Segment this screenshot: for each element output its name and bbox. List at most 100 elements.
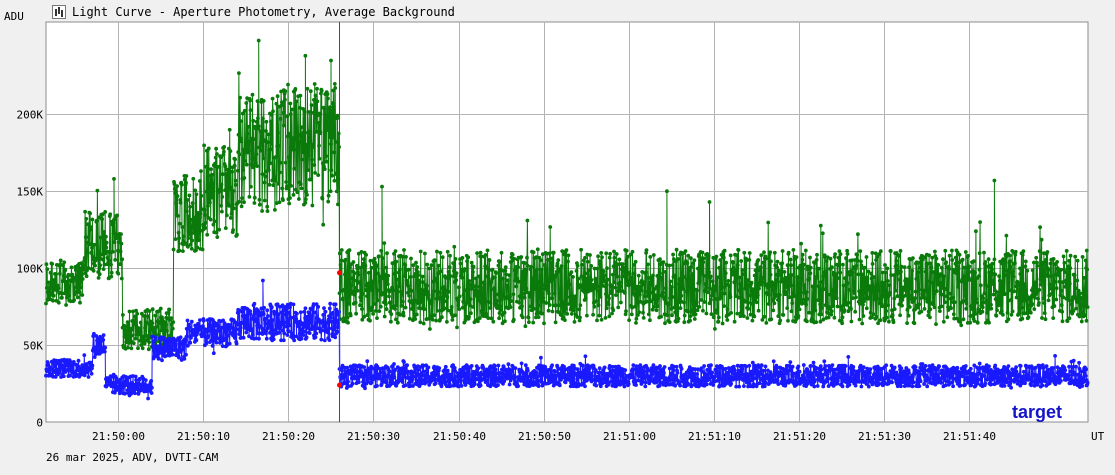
- data-point: [667, 302, 671, 307]
- data-point: [974, 300, 979, 305]
- data-point: [293, 187, 298, 192]
- data-point: [90, 217, 95, 222]
- data-point: [469, 287, 474, 291]
- data-point: [811, 284, 816, 289]
- data-point: [314, 129, 319, 134]
- data-point: [349, 262, 353, 267]
- data-point: [803, 378, 808, 383]
- data-point: [368, 372, 373, 377]
- data-point: [302, 110, 307, 114]
- data-point: [876, 321, 880, 326]
- data-point: [223, 329, 228, 334]
- data-point: [612, 249, 616, 254]
- data-point: [737, 288, 742, 293]
- data-point: [685, 261, 690, 265]
- data-point: [247, 334, 251, 339]
- data-point: [709, 293, 714, 298]
- data-point: [336, 202, 340, 207]
- data-point: [1042, 311, 1047, 315]
- data-point: [453, 313, 457, 318]
- data-point: [257, 324, 262, 328]
- data-point: [876, 284, 881, 288]
- data-point: [1025, 268, 1030, 273]
- data-point: [93, 263, 97, 268]
- data-point: [235, 321, 240, 326]
- data-point: [623, 312, 628, 317]
- data-point: [692, 258, 697, 263]
- data-point: [291, 193, 296, 197]
- data-point: [871, 312, 876, 317]
- data-point: [409, 256, 413, 261]
- data-point: [266, 168, 271, 172]
- data-point: [932, 291, 936, 296]
- data-point: [465, 259, 469, 263]
- data-point: [819, 312, 824, 317]
- data-point: [1073, 254, 1078, 259]
- data-point: [323, 309, 328, 314]
- data-point: [824, 269, 828, 274]
- data-point: [84, 274, 89, 279]
- data-point: [95, 188, 100, 193]
- data-point: [344, 284, 349, 289]
- data-point: [754, 262, 759, 267]
- data-point: [955, 316, 959, 321]
- data-point: [303, 306, 308, 311]
- data-point: [977, 274, 981, 278]
- data-point: [958, 319, 963, 324]
- data-point: [252, 301, 257, 306]
- data-point: [493, 364, 497, 368]
- data-point: [924, 296, 928, 301]
- data-point: [397, 267, 402, 272]
- data-point: [838, 270, 843, 275]
- data-point: [791, 248, 796, 252]
- data-point: [316, 173, 321, 178]
- data-point: [435, 308, 440, 313]
- data-point: [894, 259, 899, 263]
- data-point: [488, 306, 493, 310]
- data-point: [759, 363, 764, 368]
- data-point: [660, 276, 664, 280]
- data-point: [650, 307, 655, 312]
- data-point: [709, 363, 713, 368]
- data-point: [808, 265, 813, 270]
- data-point: [86, 222, 90, 227]
- data-point: [303, 53, 308, 58]
- data-point: [372, 256, 377, 261]
- series-target: [44, 270, 1090, 401]
- data-point: [198, 318, 202, 322]
- data-point: [260, 209, 264, 213]
- data-point: [513, 366, 518, 370]
- data-point: [232, 206, 236, 211]
- data-point: [1026, 315, 1031, 320]
- data-point: [421, 321, 426, 326]
- data-point: [947, 267, 952, 271]
- data-point: [657, 271, 662, 276]
- data-point: [325, 128, 329, 133]
- window-title-bar: Light Curve - Aperture Photometry, Avera…: [52, 4, 455, 20]
- data-point: [551, 277, 556, 282]
- data-point: [212, 219, 217, 224]
- data-point: [756, 258, 761, 262]
- data-point: [493, 367, 498, 372]
- data-point: [270, 96, 275, 101]
- data-point: [889, 273, 894, 277]
- data-point: [720, 285, 724, 290]
- data-point: [859, 263, 864, 268]
- data-point: [1068, 266, 1073, 270]
- data-point: [1038, 277, 1043, 281]
- data-point: [629, 312, 634, 317]
- data-point: [915, 305, 920, 310]
- data-point: [195, 245, 200, 250]
- data-point: [380, 184, 384, 189]
- data-point: [881, 294, 885, 299]
- data-point: [916, 287, 921, 292]
- data-point: [939, 265, 944, 270]
- data-point: [205, 232, 210, 237]
- chart-icon[interactable]: [52, 5, 66, 19]
- data-point: [401, 299, 405, 304]
- data-point: [663, 286, 668, 291]
- data-point: [488, 300, 492, 305]
- data-point: [575, 263, 580, 268]
- data-point: [391, 288, 396, 293]
